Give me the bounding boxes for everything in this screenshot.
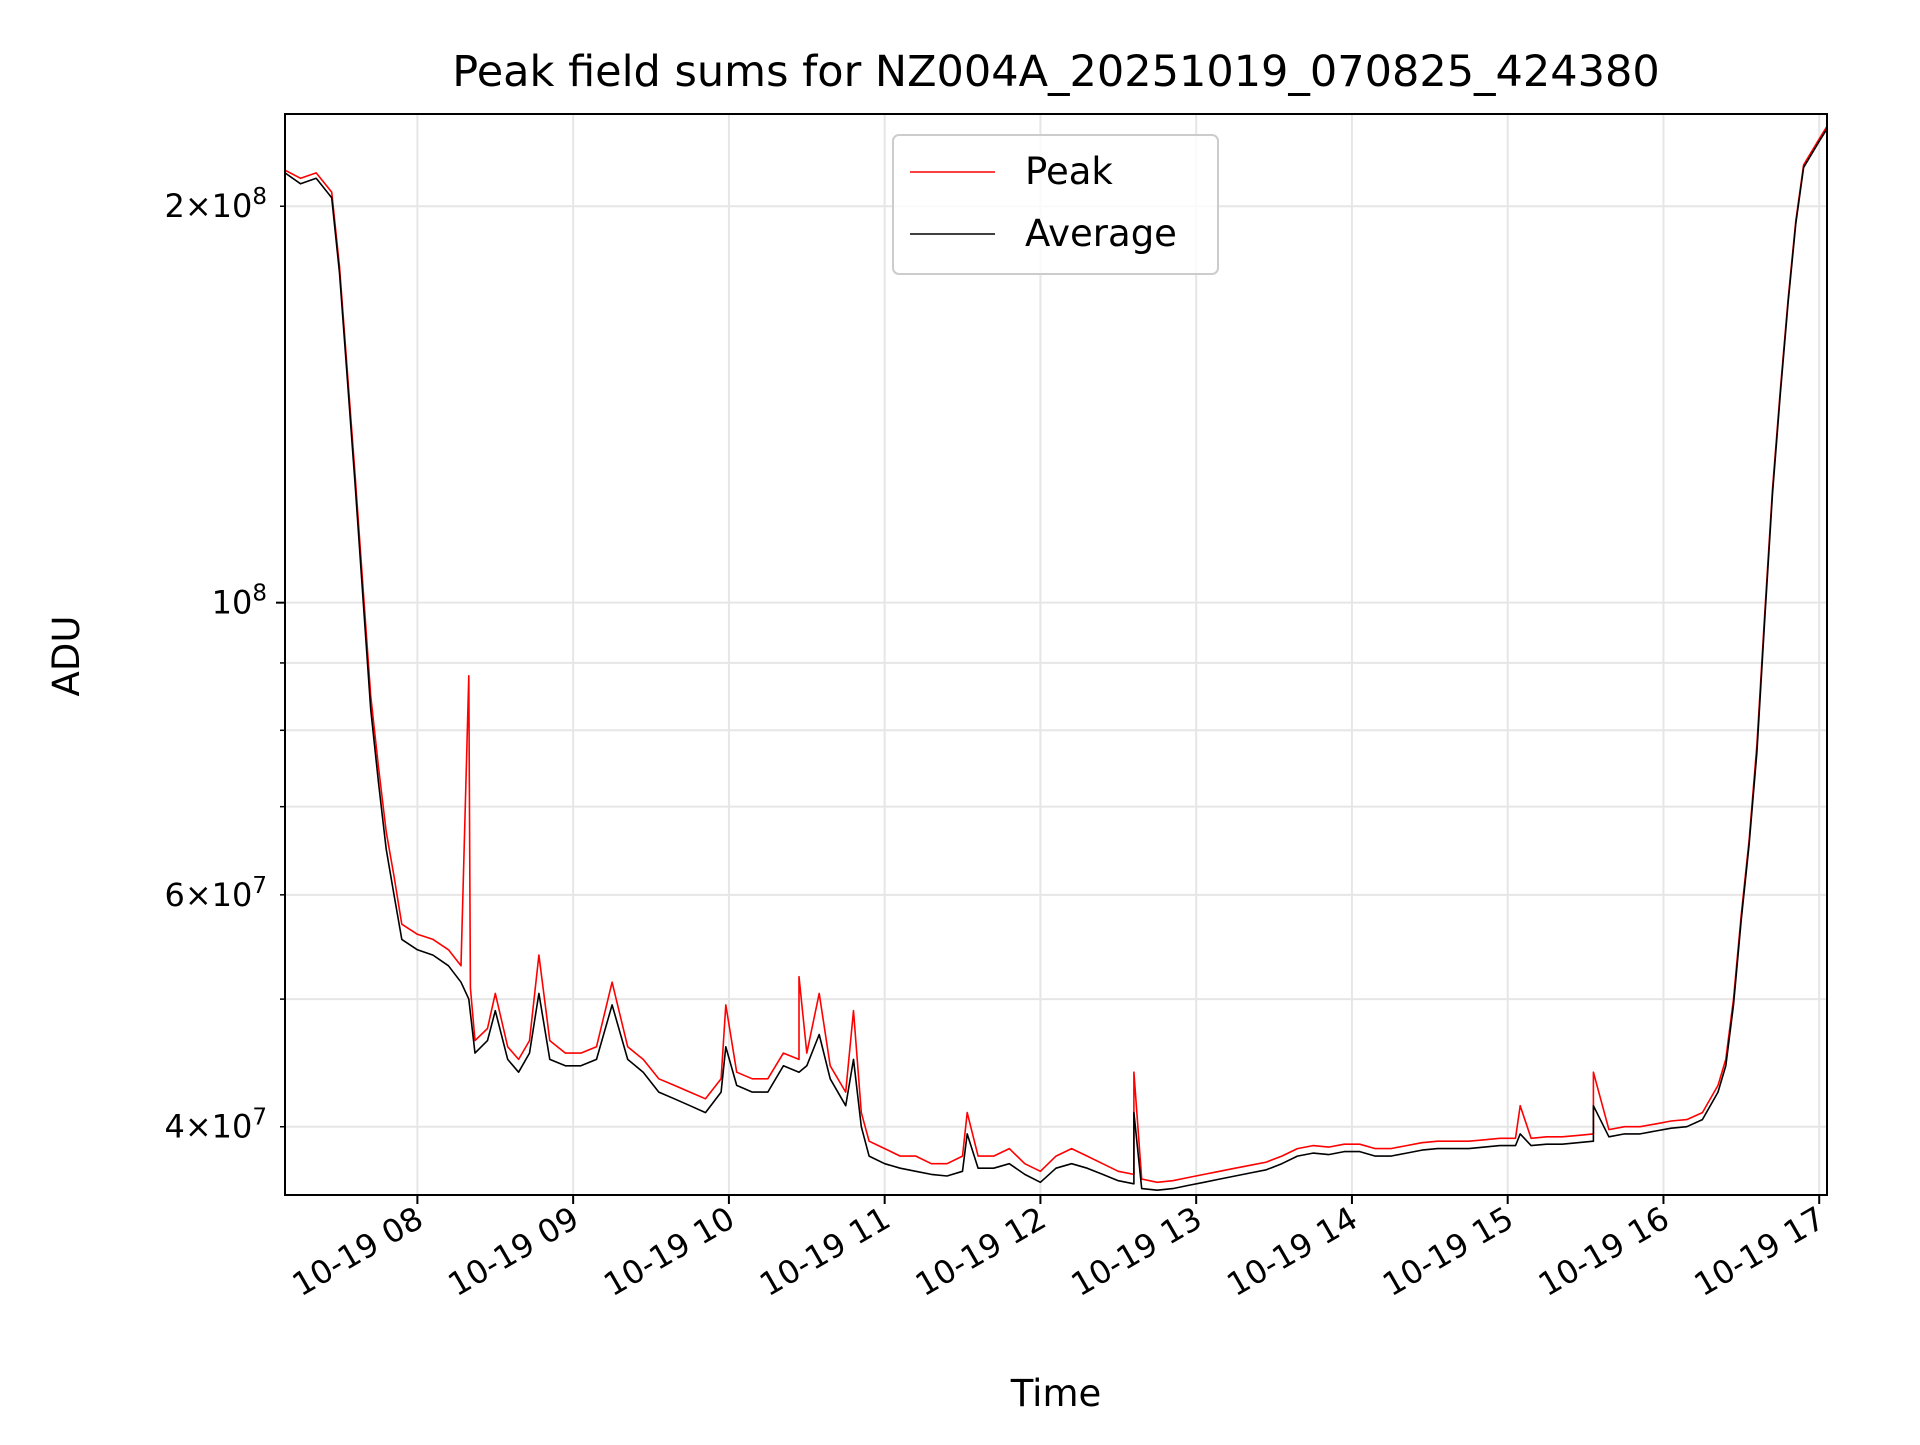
legend-label-average: Average xyxy=(1025,212,1177,255)
x-axis-label: Time xyxy=(1010,1372,1102,1415)
y-tick-label: 108 xyxy=(212,581,267,622)
legend-box xyxy=(892,134,1219,275)
y-tick-label: 4×107 xyxy=(164,1105,267,1146)
legend-label-peak: Peak xyxy=(1025,150,1113,193)
y-axis-label: ADU xyxy=(45,616,88,697)
series-line-average xyxy=(284,128,1828,1191)
y-tick-label: 6×107 xyxy=(164,873,267,914)
plot-frame xyxy=(284,113,1828,1196)
y-tick-label: 2×108 xyxy=(164,184,267,225)
series-line-peak xyxy=(284,125,1828,1184)
series-layer xyxy=(284,125,1828,1191)
legend: Peak Average xyxy=(892,134,1219,275)
chart-title: Peak field sums for NZ004A_20251019_0708… xyxy=(452,47,1659,97)
